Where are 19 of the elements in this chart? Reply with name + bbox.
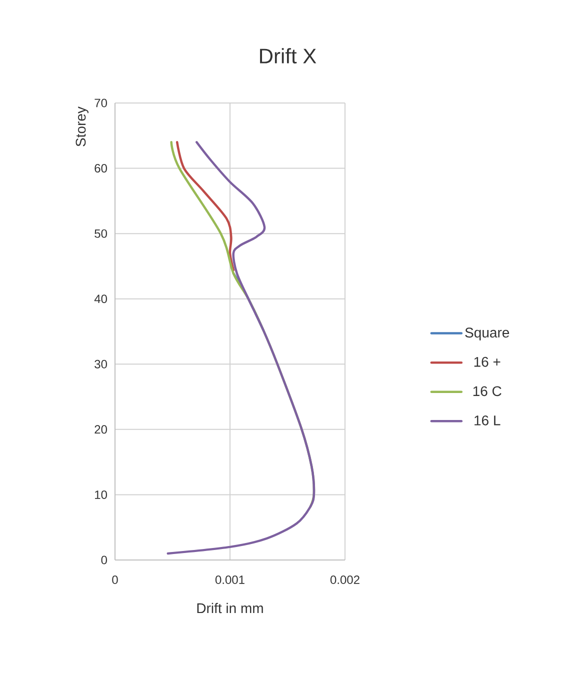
y-tick-label: 10 (95, 490, 107, 499)
y-tick-label: 30 (94, 360, 107, 368)
line-series (176, 141, 235, 272)
x-tick-label: 0.002 (330, 576, 360, 584)
chart-title: Drift X (260, 48, 316, 64)
legend-label: 16 + (474, 356, 500, 367)
y-tick-label: 20 (94, 425, 107, 434)
y-tick-label: 70 (94, 98, 107, 108)
x-tick-label: 0 (112, 576, 118, 584)
legend-label: 16 C (473, 386, 502, 396)
x-axis-title: Drift in mm (197, 602, 263, 614)
y-tick-label: 40 (94, 294, 107, 304)
y-tick-label: 50 (94, 229, 107, 238)
y-tick-label: 60 (94, 164, 107, 173)
y-tick-label: 0 (101, 556, 108, 564)
legend-label: 16 L (474, 415, 500, 426)
y-axis-title: Storey (76, 106, 88, 146)
legend-label: Square (465, 328, 510, 340)
x-tick-label: 0.001 (215, 576, 244, 584)
